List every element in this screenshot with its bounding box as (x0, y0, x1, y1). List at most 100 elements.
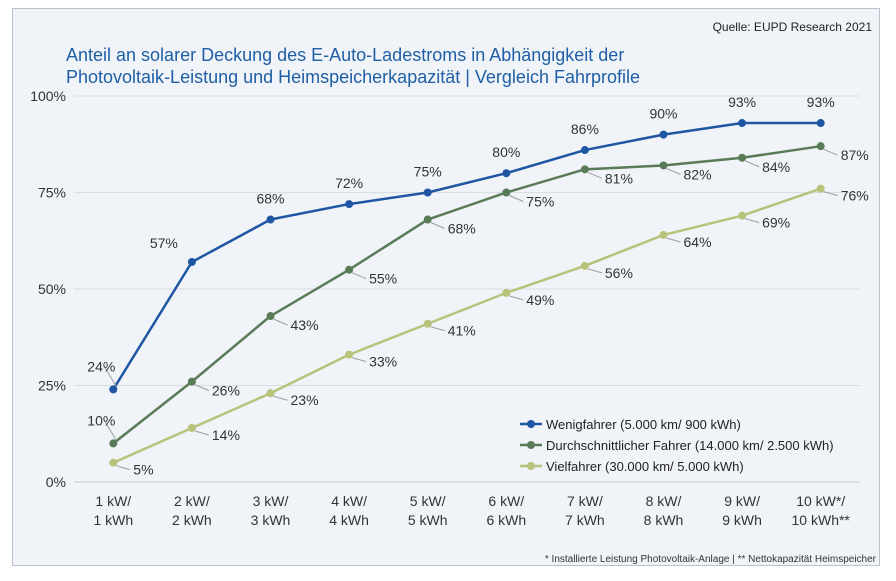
label-leader-line (430, 326, 445, 332)
data-point-3 (109, 458, 118, 467)
x-tick-label-line: 10 kW*/ (796, 493, 845, 509)
series-layer (109, 119, 825, 467)
data-point-2 (816, 142, 825, 151)
data-point-1 (187, 257, 196, 266)
data-label-1: 75% (414, 164, 442, 180)
x-tick-label: 9 kW/9 kWh (722, 493, 762, 528)
x-tick-label: 3 kW/3 kWh (251, 493, 291, 528)
data-point-1 (659, 130, 668, 139)
data-label-3: 69% (762, 215, 790, 231)
label-leader-line (194, 430, 210, 436)
x-tick-label: 10 kW*/ 10 kWh** (792, 493, 851, 528)
x-tick-label-line: 6 kW/ (488, 493, 524, 509)
x-tick-label: 1 kW/1 kWh (93, 493, 133, 528)
x-tick-label-line: 7 kW/ (567, 493, 603, 509)
label-leader-line (509, 195, 524, 202)
legend-swatch-marker (527, 441, 535, 449)
data-label-3: 14% (212, 427, 240, 443)
legend: Wenigfahrer (5.000 km/ 900 kWh) Durchschn… (520, 417, 834, 474)
data-point-1 (345, 200, 354, 209)
chart-title-line-1: Anteil an solarer Deckung des E-Auto-Lad… (66, 45, 625, 65)
legend-entry-label: Wenigfahrer (5.000 km/ 900 kWh) (546, 417, 741, 432)
x-tick-label-line: 9 kWh (722, 512, 762, 528)
x-tick-label: 5 kW/5 kWh (408, 493, 448, 528)
series-line-1 (112, 121, 821, 391)
y-tick-label: 0% (46, 474, 66, 490)
chart-title-line-2: Photovoltaik-Leistung und Heimspeicherka… (66, 67, 640, 87)
label-leader-line (823, 148, 838, 156)
x-tick-label-line: 3 kWh (251, 512, 291, 528)
data-label-2: 26% (212, 383, 240, 399)
chart-panel (12, 8, 880, 566)
x-tick-label-line: 9 kW/ (724, 493, 760, 509)
x-tick-label: 8 kW/8 kWh (644, 493, 684, 528)
data-label-2: 43% (291, 317, 319, 333)
data-point-2 (345, 265, 354, 274)
label-leader-line (194, 384, 210, 392)
data-labels-layer: 5% 14% 23% 33% 41% 49% 56% 64% 69% 76% 10% 26% 43% 55… (87, 94, 868, 478)
label-leader-line (666, 168, 681, 175)
data-label-3: 41% (448, 323, 476, 339)
x-tick-label-line: 7 kWh (565, 512, 605, 528)
data-point-1 (423, 188, 432, 197)
x-tick-label: 4 kW/4 kWh (329, 493, 369, 528)
series-line-3 (112, 187, 822, 464)
x-tick-label-line: 3 kW/ (253, 493, 289, 509)
data-point-1 (738, 119, 747, 128)
data-point-2 (187, 377, 196, 386)
data-point-2 (266, 312, 275, 321)
data-label-1: 57% (150, 235, 178, 251)
data-label-3: 64% (684, 234, 712, 250)
data-label-3: 49% (526, 292, 554, 308)
footnote: * Installierte Leistung Photovoltaik-Anl… (544, 554, 876, 565)
x-tick-label-line: 8 kW/ (646, 493, 682, 509)
source-label: Quelle: EUPD Research 2021 (712, 20, 872, 34)
data-label-1: 86% (571, 121, 599, 137)
label-leader-line (587, 171, 603, 179)
data-label-1: 80% (492, 144, 520, 160)
legend-swatch-marker (527, 420, 535, 428)
data-label-3: 5% (133, 462, 153, 478)
data-label-2: 84% (762, 159, 790, 175)
data-label-1: 68% (256, 191, 284, 207)
label-leader-line (744, 160, 760, 168)
data-label-2: 87% (841, 147, 869, 163)
data-label-3: 33% (369, 354, 397, 370)
label-leader-line (430, 222, 445, 229)
data-point-2 (502, 188, 511, 197)
data-point-2 (738, 153, 747, 162)
x-tick-label-line: 1 kW/ (95, 493, 131, 509)
x-tick-label-line: 4 kWh (329, 512, 369, 528)
x-tick-label-line: 10 kWh** (792, 512, 851, 528)
label-leader-line (103, 366, 117, 387)
data-point-2 (580, 165, 589, 174)
label-leader-line (273, 318, 288, 326)
data-point-2 (109, 439, 118, 448)
x-tick-label-line: 8 kWh (644, 512, 684, 528)
data-label-2: 81% (605, 170, 633, 186)
data-point-3 (816, 184, 825, 193)
data-label-3: 76% (841, 188, 869, 204)
legend-entry-label: Durchschnittlicher Fahrer (14.000 km/ 2.… (546, 438, 834, 453)
label-leader-line (116, 465, 131, 471)
data-point-1 (502, 169, 511, 178)
series-line-2 (112, 144, 821, 445)
y-tick-label: 50% (38, 281, 66, 297)
x-tick-label: 6 kW/6 kWh (486, 493, 526, 528)
data-label-2: 55% (369, 271, 397, 287)
data-label-1: 93% (728, 94, 756, 110)
y-tick-label: 75% (38, 185, 66, 201)
x-tick-label-line: 4 kW/ (331, 493, 367, 509)
data-point-3 (580, 261, 589, 270)
data-point-3 (502, 288, 511, 297)
label-leader-line (744, 218, 760, 224)
data-point-3 (738, 211, 747, 220)
data-point-2 (659, 161, 668, 170)
axes: 0% 25% 50% 75% 100% 1 kW/1 kWh 2 kW/2 kWh 3 kW/… (30, 88, 860, 528)
data-point-3 (345, 350, 354, 359)
x-tick-label-line: 2 kW/ (174, 493, 210, 509)
x-tick-label-line: 2 kWh (172, 512, 212, 528)
label-leader-line (666, 237, 681, 243)
label-leader-line (351, 272, 367, 280)
